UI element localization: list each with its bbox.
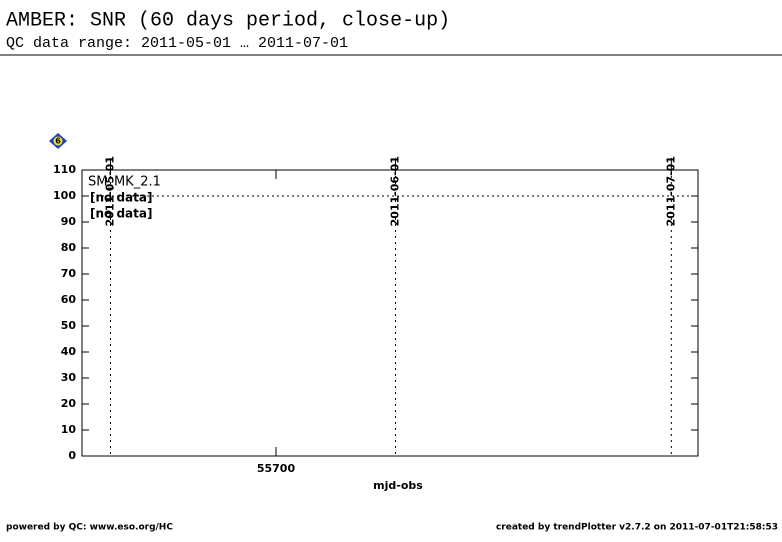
- x-axis-label: mjd-obs: [373, 479, 423, 492]
- y-tick-label: 40: [61, 345, 77, 358]
- footer-left: powered by QC: www.eso.org/HC: [6, 523, 173, 533]
- legend-title: SM_MK_2.1: [88, 175, 161, 190]
- y-tick-label: 100: [53, 189, 76, 202]
- badge-dot: [53, 136, 63, 146]
- date-marker-label: 2011-06-01: [389, 156, 402, 226]
- date-marker-label: 2011-07-01: [664, 156, 677, 226]
- chart-subtitle: QC data range: 2011-05-01 … 2011-07-01: [6, 35, 348, 52]
- legend-entry: [no data]: [90, 191, 152, 205]
- date-marker-label: 2011-05-01: [104, 156, 117, 226]
- badge-label: 6: [55, 137, 61, 146]
- y-tick-label: 0: [68, 449, 76, 462]
- y-tick-label: 70: [61, 267, 77, 280]
- y-tick-label: 20: [61, 397, 77, 410]
- plot-frame: [81, 169, 699, 457]
- y-tick-label: 90: [61, 215, 77, 228]
- y-tick-label: 30: [61, 371, 77, 384]
- chart-title: AMBER: SNR (60 days period, close-up): [6, 9, 450, 32]
- footer-right: created by trendPlotter v2.7.2 on 2011-0…: [496, 523, 778, 533]
- y-tick-label: 10: [61, 423, 77, 436]
- legend-entry: [no data]: [90, 207, 152, 221]
- y-tick-label: 110: [53, 163, 76, 176]
- y-tick-label: 60: [61, 293, 77, 306]
- y-tick-label: 50: [61, 319, 77, 332]
- x-tick-label: 55700: [257, 462, 296, 475]
- y-tick-label: 80: [61, 241, 77, 254]
